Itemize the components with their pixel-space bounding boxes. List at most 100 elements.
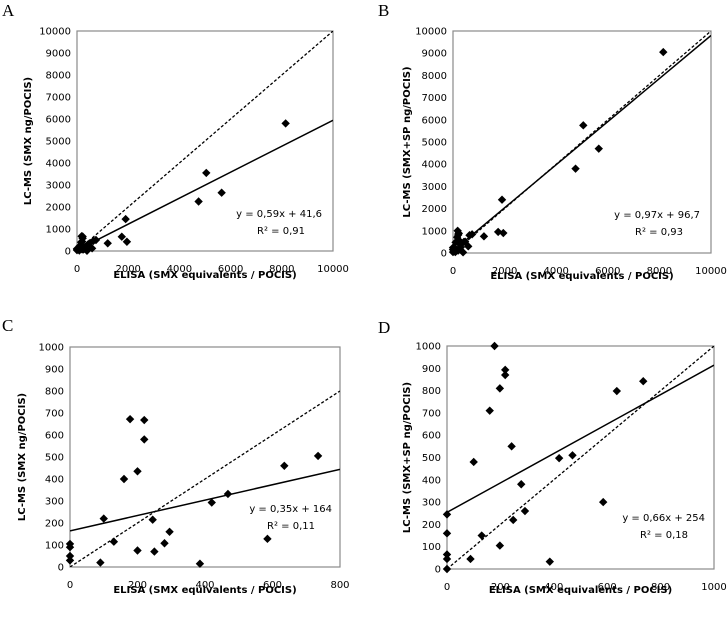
panel-c: C 0 100 200 300 400 500 600 700 800 900 1000 0 200 400…: [2, 316, 350, 596]
data-point: [495, 541, 505, 550]
y-tick-label: 10000: [415, 27, 447, 38]
y-tick-label: 700: [422, 408, 441, 419]
data-point: [121, 214, 130, 224]
data-point: [65, 551, 75, 561]
data-point: [281, 119, 290, 128]
x-tick-label: 2000: [492, 266, 517, 277]
x-tick-label: 6000: [218, 264, 243, 275]
y-tick-label: 800: [45, 387, 64, 398]
identity-line-1-1: [447, 346, 714, 569]
x-tick-label: 800: [651, 582, 670, 593]
panel-letter: C: [2, 316, 13, 335]
data-point: [133, 546, 142, 555]
data-points: [448, 47, 668, 257]
data-points: [442, 341, 648, 574]
x-tick-label: 10000: [317, 264, 349, 275]
data-point: [509, 515, 518, 525]
x-axis-label: ELISA (SMX equivalents / POCIS): [489, 585, 672, 596]
y-tick-label: 5000: [46, 137, 71, 148]
y-tick-label: 100: [422, 542, 441, 553]
y-tick-label: 400: [422, 475, 441, 486]
r-squared-value: R² = 0,93: [635, 227, 683, 238]
data-point: [469, 457, 478, 467]
regression-equation: y = 0,97x + 96,7: [614, 210, 700, 221]
regression-line: [70, 468, 340, 532]
data-point: [109, 537, 119, 546]
y-tick-label: 100: [45, 541, 64, 552]
data-point: [458, 248, 468, 257]
x-tick-label: 400: [544, 582, 563, 593]
y-tick-label: 0: [65, 247, 71, 258]
data-point: [122, 237, 132, 246]
x-tick-label: 4000: [543, 266, 568, 277]
data-point: [442, 529, 452, 538]
regression-equation: y = 0,35x + 164: [249, 504, 332, 515]
data-point: [99, 514, 108, 523]
r-squared-value: R² = 0,11: [267, 521, 315, 532]
data-point: [202, 168, 211, 178]
x-tick-label: 400: [195, 580, 214, 591]
x-tick-label: 6000: [595, 266, 620, 277]
y-tick-label: 6000: [46, 115, 71, 126]
x-tick-label: 200: [128, 580, 147, 591]
data-points: [65, 414, 323, 568]
panel-letter: D: [378, 318, 390, 337]
x-tick-label: 0: [444, 582, 450, 593]
y-tick-label: 900: [45, 365, 64, 376]
panel-a: A 0 1000 2000 3000 4000 5000 6000 7000 8000 9000 10…: [2, 1, 349, 281]
data-point: [117, 232, 126, 241]
data-point: [495, 384, 505, 393]
data-points: [72, 119, 290, 255]
x-tick-label: 8000: [647, 266, 672, 277]
y-axis-label: LC-MS (SMX ng/POCIS): [17, 393, 28, 521]
y-tick-label: 0: [435, 565, 441, 576]
y-tick-label: 3000: [46, 181, 71, 192]
y-tick-label: 1000: [46, 225, 71, 236]
regression-equation: y = 0,59x + 41,6: [236, 209, 322, 220]
identity-line-1-1: [77, 31, 333, 251]
data-point: [448, 243, 458, 252]
data-point: [223, 489, 233, 499]
data-point: [195, 559, 205, 568]
data-point: [87, 244, 97, 253]
plot-area-frame: [69, 346, 341, 568]
y-axis-label: LC-MS (SMX ng/POCIS): [23, 77, 34, 205]
y-axis-label: LC-MS (SMX+SP ng/POCIS): [402, 66, 413, 217]
y-tick-label: 8000: [422, 71, 447, 82]
panel-b: B 0 1000 2000 3000 4000 5000 6000 7000 8000 9000 10…: [378, 1, 727, 282]
y-tick-label: 500: [45, 453, 64, 464]
y-tick-label: 0: [58, 563, 64, 574]
data-point: [464, 242, 473, 251]
x-tick-label: 600: [598, 582, 617, 593]
y-tick-label: 5000: [422, 138, 447, 149]
plot-area-frame: [452, 30, 712, 254]
data-point: [217, 188, 226, 197]
identity-line-1-1: [70, 390, 340, 567]
regression-equation: y = 0,66x + 254: [622, 513, 705, 524]
data-point: [598, 497, 608, 507]
y-tick-label: 300: [422, 498, 441, 509]
panel-letter: B: [378, 1, 389, 20]
data-point: [280, 461, 289, 470]
data-point: [263, 534, 272, 544]
data-point: [160, 539, 169, 548]
y-tick-label: 500: [422, 453, 441, 464]
x-tick-label: 8000: [269, 264, 294, 275]
data-point: [501, 365, 510, 375]
data-point: [499, 228, 508, 238]
y-tick-label: 600: [45, 431, 64, 442]
data-point: [520, 506, 530, 516]
data-point: [497, 195, 507, 204]
x-tick-label: 1000: [701, 582, 726, 593]
y-tick-label: 2000: [46, 203, 71, 214]
y-tick-label: 400: [45, 475, 64, 486]
y-tick-label: 1000: [416, 342, 441, 353]
data-point: [133, 467, 142, 476]
regression-line: [447, 364, 714, 514]
data-point: [479, 232, 489, 241]
data-point: [119, 474, 129, 484]
data-point: [207, 498, 216, 507]
data-point: [65, 539, 75, 549]
y-tick-label: 8000: [46, 71, 71, 82]
data-point: [78, 232, 87, 241]
